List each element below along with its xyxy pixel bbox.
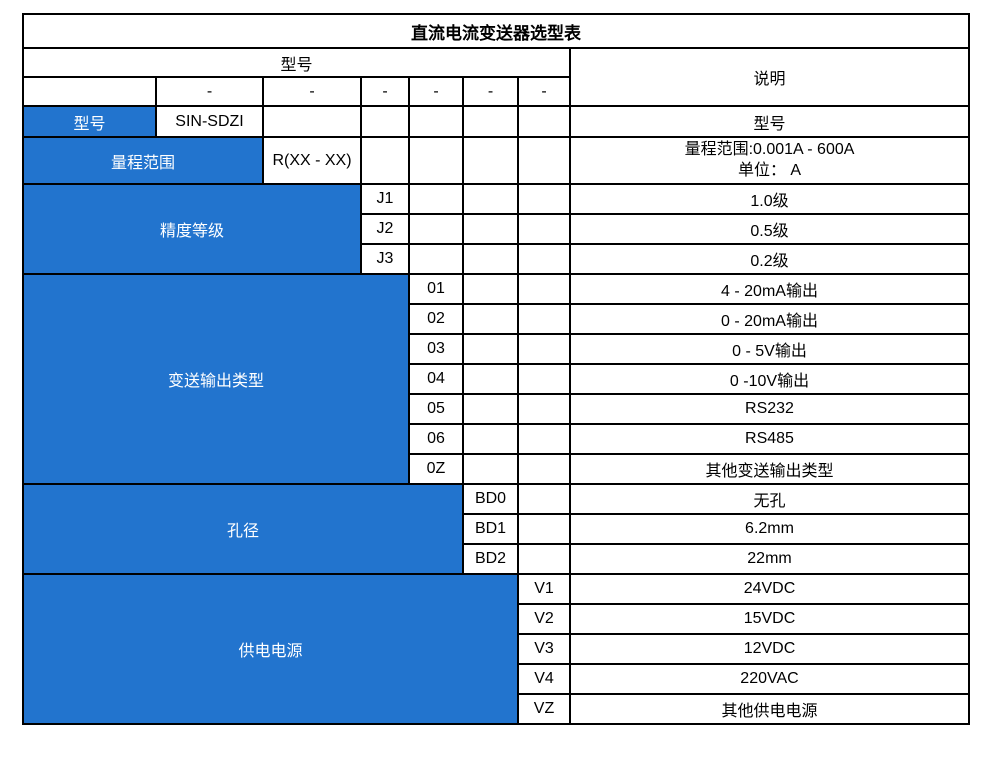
description-header: 说明 [569,47,970,107]
desc-cell: 0 - 5V输出 [569,333,970,365]
desc-cell: 其他供电电源 [569,693,970,725]
desc-cell: 12VDC [569,633,970,665]
empty-cell [517,363,571,395]
desc-cell: 其他变送输出类型 [569,453,970,485]
empty-cell [517,213,571,245]
empty-cell [517,105,571,138]
section-label-model: 型号 [22,105,157,138]
empty-cell [462,303,519,335]
empty-cell [360,105,410,138]
table-title: 直流电流变送器选型表 [22,13,970,49]
dash-cell: - [262,76,362,107]
empty-cell [462,105,519,138]
empty-cell [517,423,571,455]
empty-cell [462,453,519,485]
dash-cell: - [155,76,264,107]
dash-cell: - [462,76,519,107]
dash-cell: - [517,76,571,107]
desc-cell: 220VAC [569,663,970,695]
empty-cell [462,243,519,275]
section-label-accuracy: 精度等级 [22,183,362,275]
empty-cell [517,543,571,575]
empty-cell [517,183,571,215]
desc-cell: 22mm [569,543,970,575]
code-cell: V4 [517,663,571,695]
code-cell: SIN-SDZI [155,105,264,138]
selection-table: 直流电流变送器选型表 型号 说明 - - - - - - 型号 SIN-SDZI… [22,13,970,725]
code-cell: V2 [517,603,571,635]
desc-cell: 0.2级 [569,243,970,275]
desc-cell: RS485 [569,423,970,455]
empty-cell [517,393,571,425]
empty-cell [462,213,519,245]
empty-cell [408,136,464,185]
code-cell: 01 [408,273,464,305]
section-label-range: 量程范围 [22,136,264,185]
code-cell: 0Z [408,453,464,485]
desc-cell: 0 - 20mA输出 [569,303,970,335]
empty-cell [517,136,571,185]
code-cell: BD2 [462,543,519,575]
empty-cell [462,363,519,395]
desc-cell: 4 - 20mA输出 [569,273,970,305]
section-label-output: 变送输出类型 [22,273,410,485]
desc-cell: 24VDC [569,573,970,605]
code-cell: BD0 [462,483,519,515]
empty-cell [408,213,464,245]
code-cell: 06 [408,423,464,455]
model-header: 型号 [22,47,571,78]
empty-cell [517,483,571,515]
dash-cell: - [360,76,410,107]
empty-cell [462,423,519,455]
empty-cell [462,333,519,365]
empty-cell [408,243,464,275]
empty-cell [360,136,410,185]
dash-cell: - [408,76,464,107]
desc-cell: 6.2mm [569,513,970,545]
range-desc-line2: 单位： A [737,161,802,179]
empty-cell [462,273,519,305]
desc-cell: 量程范围:0.001A - 600A 单位： A [569,136,970,185]
desc-cell: 0.5级 [569,213,970,245]
empty-cell [517,303,571,335]
code-cell: V1 [517,573,571,605]
section-label-power: 供电电源 [22,573,519,725]
section-label-aperture: 孔径 [22,483,464,575]
empty-cell [517,513,571,545]
code-cell: R(XX - XX) [262,136,362,185]
empty-cell [462,183,519,215]
desc-cell: 0 -10V输出 [569,363,970,395]
empty-cell [408,105,464,138]
code-cell: V3 [517,633,571,665]
empty-cell [517,453,571,485]
code-cell: 04 [408,363,464,395]
empty-cell [262,105,362,138]
code-cell: J1 [360,183,410,215]
code-cell: 02 [408,303,464,335]
range-desc-line1: 量程范围:0.001A - 600A [684,140,855,158]
desc-cell: 1.0级 [569,183,970,215]
empty-cell [462,393,519,425]
desc-cell: 15VDC [569,603,970,635]
code-cell: 03 [408,333,464,365]
code-cell: J2 [360,213,410,245]
code-cell: BD1 [462,513,519,545]
empty-cell [517,333,571,365]
empty-cell [462,136,519,185]
desc-cell: RS232 [569,393,970,425]
desc-cell: 型号 [569,105,970,138]
code-cell: 05 [408,393,464,425]
empty-cell [408,183,464,215]
empty-cell [517,243,571,275]
desc-cell: 无孔 [569,483,970,515]
code-cell: VZ [517,693,571,725]
code-cell: J3 [360,243,410,275]
empty-cell [517,273,571,305]
empty-cell [22,76,157,107]
